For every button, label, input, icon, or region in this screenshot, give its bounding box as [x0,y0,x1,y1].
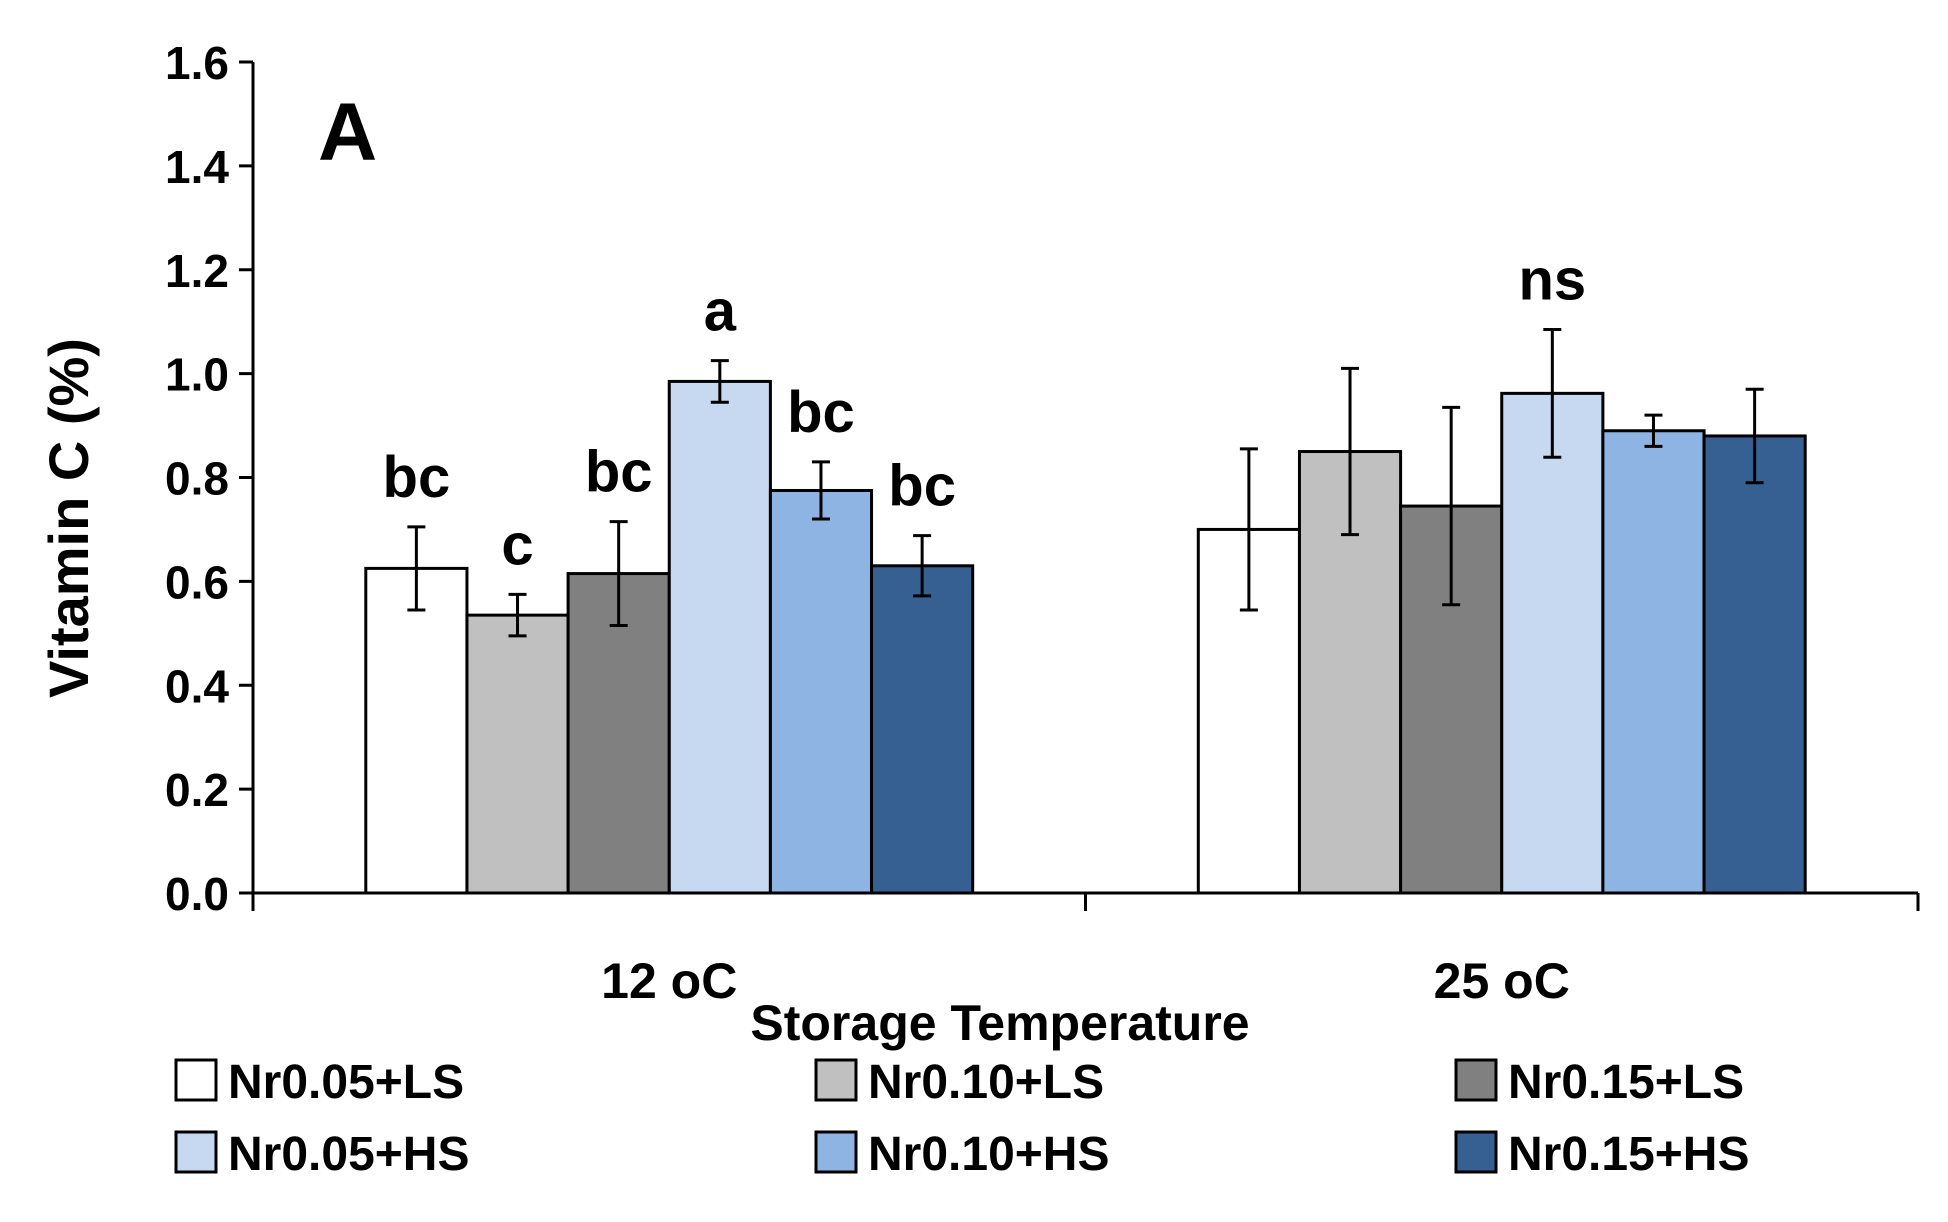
significance-label: c [501,512,533,577]
legend-label: Nr0.10+HS [868,1128,1109,1181]
y-tick-label: 0.2 [165,764,229,816]
bar [364,566,469,895]
significance-label: bc [383,445,451,510]
bar [1601,429,1706,895]
y-tick-label: 0.8 [165,453,229,505]
y-axis-title: Vitamin C (%) [37,338,100,698]
legend-label: Nr0.15+HS [1508,1128,1749,1181]
legend-label: Nr0.10+LS [868,1056,1104,1109]
legend-swatch [1454,1130,1498,1174]
y-tick-label: 0.0 [165,868,229,920]
x-axis: 12 oC 25 oC [251,891,1920,1009]
x-tick-label: 12 oC [601,953,737,1009]
x-tick-label: 25 oC [1434,953,1570,1009]
bar [667,379,772,895]
bar [1702,434,1807,895]
y-tick-label: 0.6 [165,556,229,608]
bar [465,613,570,895]
legend-swatch [174,1058,218,1102]
legend-swatch [174,1130,218,1174]
y-tick-label: 0.4 [165,660,229,712]
legend-label: Nr0.15+LS [1508,1056,1744,1109]
x-axis-title: Storage Temperature [750,995,1249,1051]
y-tick-label: 1.2 [165,245,229,297]
significance-label: bc [888,454,956,519]
y-axis: 0.0 0.2 0.4 0.6 0.8 1.0 1.2 1.4 1.6 [165,37,255,920]
legend-label: Nr0.05+LS [228,1056,464,1109]
significance-label: ns [1518,247,1586,312]
bars [364,379,1807,895]
y-tick-label: 1.4 [165,141,229,193]
legend-label: Nr0.05+HS [228,1128,469,1181]
bar [1500,391,1605,895]
significance-label: bc [787,380,855,445]
significance-label: a [704,279,737,344]
y-tick-label: 1.6 [165,37,229,89]
panel-label: A [318,87,377,178]
error-bars [407,327,1764,638]
bar [870,564,975,895]
legend-swatch [814,1058,858,1102]
legend-swatch [1454,1058,1498,1102]
legend-swatch [814,1130,858,1174]
significance-label: bc [585,440,653,505]
y-tick-label: 1.0 [165,349,229,401]
bar [768,488,874,895]
legend: Nr0.05+LS Nr0.10+LS Nr0.15+LS Nr0.05+HS Nr0.… [174,1056,1749,1181]
